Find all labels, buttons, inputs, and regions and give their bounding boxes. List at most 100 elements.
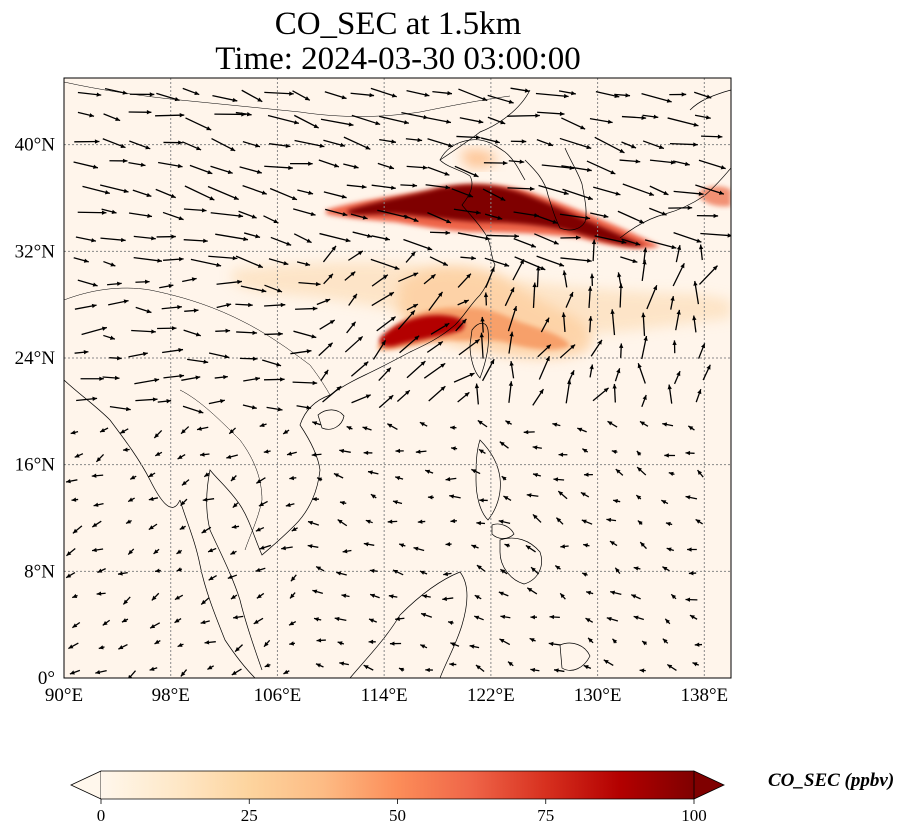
wind-arrow-head <box>405 390 410 395</box>
wind-arrow-head <box>207 665 213 670</box>
wind-arrow-head <box>66 479 71 484</box>
wind-arrow-head <box>264 663 270 668</box>
wind-arrow-head <box>91 238 96 243</box>
wind-arrow-head <box>361 184 367 189</box>
wind-arrow-head <box>281 545 286 551</box>
wind-arrow-head <box>369 92 375 98</box>
coastline-korea <box>524 147 587 231</box>
wind-arrow-head <box>582 572 588 577</box>
wind-arrow-shaft <box>536 255 565 267</box>
wind-arrow-shaft <box>351 114 381 126</box>
wind-arrow-head <box>399 543 405 548</box>
wind-arrow-shaft <box>370 87 397 98</box>
wind-arrow-head <box>387 423 393 428</box>
wind-arrow-head <box>114 375 120 381</box>
wind-arrow-head <box>558 452 564 457</box>
wind-arrow-head <box>391 185 396 190</box>
coastline-indochina <box>206 394 331 671</box>
wind-arrow-shaft <box>622 183 655 196</box>
wind-arrow-head <box>273 219 279 224</box>
wind-arrow-head <box>94 139 100 144</box>
wind-arrow-shaft <box>514 256 546 271</box>
wind-arrow-head <box>553 477 559 482</box>
wind-arrow-head <box>170 193 176 198</box>
wind-arrow-shaft <box>155 114 185 117</box>
wind-arrow-head <box>180 671 186 677</box>
wind-arrow-head <box>395 476 401 481</box>
wind-arrow-head <box>509 361 514 366</box>
wind-arrow-head <box>446 219 452 224</box>
wind-arrow-head <box>692 662 698 667</box>
wind-arrow-head <box>101 210 107 215</box>
wind-arrow-head <box>559 111 565 116</box>
wind-arrow-head <box>259 545 265 550</box>
wind-arrow-head <box>475 135 481 140</box>
wind-arrow-head <box>263 449 269 454</box>
wind-arrow-head <box>474 339 480 344</box>
wind-arrow-head <box>570 344 576 350</box>
wind-arrow-head <box>357 250 363 256</box>
wind-arrow-head <box>681 92 687 97</box>
wind-arrow-head <box>363 542 369 547</box>
wind-arrow-head <box>666 98 672 103</box>
wind-arrow-head <box>336 571 342 576</box>
wind-arrow-head <box>413 217 419 222</box>
wind-arrow-head <box>115 116 121 121</box>
wind-arrow-head <box>316 638 322 643</box>
wind-arrow-head <box>203 238 208 244</box>
wind-arrow-head <box>490 359 495 365</box>
wind-arrow-head <box>293 120 299 125</box>
wind-arrow-head <box>419 422 425 427</box>
wind-arrow-head <box>658 144 664 150</box>
wind-arrow-head <box>665 521 671 527</box>
wind-arrow-head <box>310 211 316 217</box>
wind-arrow-head <box>485 236 491 241</box>
wind-arrow-head <box>255 376 261 382</box>
wind-arrow-head <box>445 185 451 190</box>
wind-arrow-head <box>181 429 186 434</box>
x-tick-label: 138°E <box>680 685 728 706</box>
wind-arrow-head <box>641 115 647 120</box>
wind-arrow-head <box>128 549 133 555</box>
wind-arrow-head <box>499 638 505 643</box>
wind-arrow-head <box>177 642 183 647</box>
wind-arrow-head <box>527 587 533 593</box>
wind-arrow-head <box>92 282 98 287</box>
wind-arrow-head <box>312 421 318 426</box>
wind-arrow-head <box>508 99 514 104</box>
wind-arrow-head <box>96 92 102 97</box>
wind-arrow-head <box>341 95 347 100</box>
wind-arrow-head <box>510 287 515 293</box>
wind-arrow-head <box>676 309 681 315</box>
coastline-visayas <box>491 523 515 539</box>
wind-arrow-head <box>558 491 564 496</box>
wind-arrow-head <box>125 406 131 412</box>
wind-arrow-head <box>201 599 207 605</box>
wind-arrow-head <box>363 450 369 456</box>
wind-arrow-head <box>445 230 451 235</box>
wind-arrow-head <box>688 425 694 431</box>
wind-arrow-head <box>155 451 161 456</box>
wind-arrow-head <box>552 219 558 224</box>
wind-arrow-head <box>252 330 258 335</box>
wind-arrow-head <box>663 190 669 195</box>
wind-arrow-head <box>128 497 134 502</box>
wind-arrow-head <box>649 191 654 196</box>
wind-arrow-head <box>146 110 152 115</box>
wind-arrow-head <box>545 356 550 362</box>
wind-arrow-head <box>504 262 510 267</box>
wind-arrow-head <box>412 304 418 309</box>
wind-arrow-head <box>636 450 642 456</box>
wind-arrow-head <box>449 662 454 667</box>
wind-arrow-head <box>591 239 597 245</box>
wind-arrow-head <box>92 396 98 401</box>
wind-arrow-head <box>560 544 566 549</box>
wind-arrow-shaft <box>82 185 111 195</box>
wind-arrow-head <box>111 209 117 214</box>
wind-arrow-shaft <box>320 118 354 126</box>
wind-arrow-head <box>423 114 429 120</box>
wind-arrow-shaft <box>184 185 215 201</box>
wind-arrow-head <box>233 195 239 200</box>
wind-arrow-head <box>140 162 146 167</box>
wind-arrow-head <box>120 143 126 148</box>
